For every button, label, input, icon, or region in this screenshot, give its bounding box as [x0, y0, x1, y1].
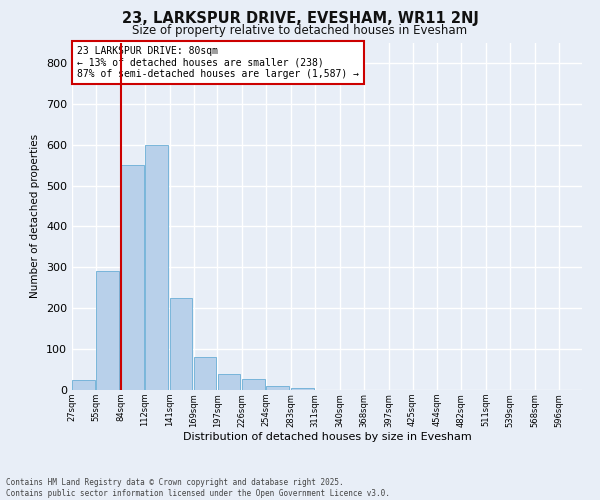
Bar [242, 378, 265, 390]
Bar [96, 272, 119, 390]
Text: 23 LARKSPUR DRIVE: 80sqm
← 13% of detached houses are smaller (238)
87% of semi-: 23 LARKSPUR DRIVE: 80sqm ← 13% of detach… [77, 46, 359, 79]
Bar [266, 386, 289, 390]
Text: Size of property relative to detached houses in Evesham: Size of property relative to detached ho… [133, 24, 467, 37]
Bar [291, 388, 314, 390]
Bar [194, 358, 217, 390]
Bar [121, 165, 143, 390]
Y-axis label: Number of detached properties: Number of detached properties [31, 134, 40, 298]
X-axis label: Distribution of detached houses by size in Evesham: Distribution of detached houses by size … [182, 432, 472, 442]
Bar [72, 380, 95, 390]
Text: Contains HM Land Registry data © Crown copyright and database right 2025.
Contai: Contains HM Land Registry data © Crown c… [6, 478, 390, 498]
Bar [218, 374, 241, 390]
Text: 23, LARKSPUR DRIVE, EVESHAM, WR11 2NJ: 23, LARKSPUR DRIVE, EVESHAM, WR11 2NJ [122, 11, 478, 26]
Bar [170, 298, 193, 390]
Bar [145, 144, 167, 390]
